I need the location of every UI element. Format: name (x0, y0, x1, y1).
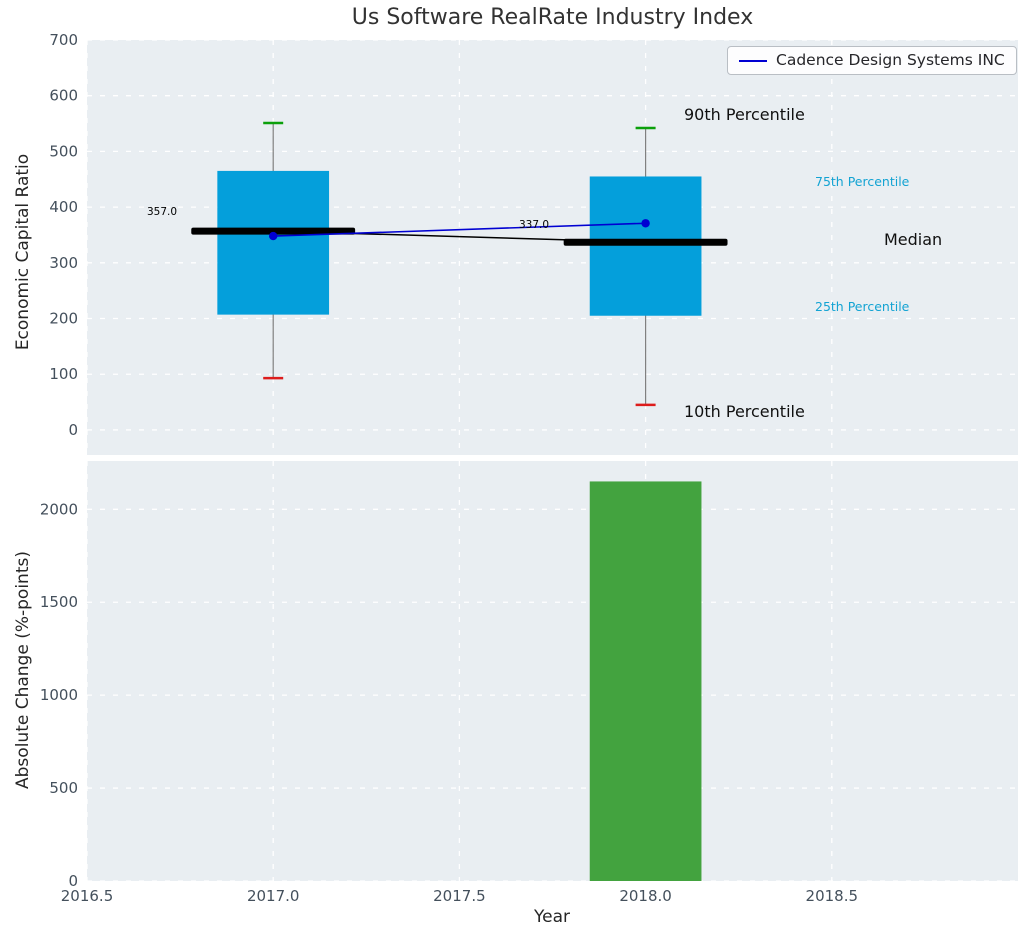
y-tick-label-top: 300 (49, 254, 78, 272)
legend: Cadence Design Systems INC (727, 46, 1017, 75)
x-tick-label: 2017.0 (247, 887, 300, 905)
legend-label: Cadence Design Systems INC (776, 50, 1005, 69)
y-tick-label-top: 500 (49, 142, 78, 160)
legend-line-sample (739, 59, 767, 62)
y-tick-label-bottom: 2000 (40, 500, 78, 518)
change-bar (589, 481, 702, 881)
company-point (641, 219, 650, 228)
x-axis-label: Year (534, 907, 570, 927)
y-tick-label-top: 200 (49, 310, 78, 328)
y-axis-label-top: Economic Capital Ratio (13, 153, 34, 351)
x-tick-label: 2018.5 (806, 887, 859, 905)
median-bar (191, 227, 356, 235)
y-tick-label-bottom: 1500 (40, 593, 78, 611)
x-tick-label: 2018.0 (619, 887, 672, 905)
median-value-label-2018: 337.0 (519, 219, 550, 231)
median-bar (563, 238, 728, 246)
bottom-plot-area (87, 461, 1018, 881)
y-tick-label-top: 600 (49, 87, 78, 105)
y-tick-label-top: 400 (49, 198, 78, 216)
y-axis-label-bottom: Absolute Change (%-points) (13, 551, 34, 789)
y-tick-label-top: 0 (68, 421, 78, 439)
annotation-median: Median (884, 230, 943, 249)
annotation-25th-percentile: 25th Percentile (815, 299, 910, 314)
company-line (273, 222, 646, 237)
y-tick-label-bottom: 1000 (40, 686, 78, 704)
y-tick-label-bottom: 0 (68, 872, 78, 890)
annotation-75th-percentile: 75th Percentile (815, 174, 910, 189)
y-tick-label-bottom: 500 (49, 779, 78, 797)
iqr-box (217, 170, 330, 315)
annotation-90th-percentile: 90th Percentile (684, 105, 805, 124)
iqr-box (589, 176, 702, 316)
chart-title: Us Software RealRate Industry Index (351, 5, 754, 30)
company-point (269, 231, 278, 241)
median-value-label-2017: 357.0 (147, 206, 178, 218)
x-tick-label: 2016.5 (61, 887, 114, 905)
annotation-10th-percentile: 10th Percentile (684, 402, 805, 421)
x-tick-label: 2017.5 (433, 887, 486, 905)
y-tick-label-top: 100 (49, 365, 78, 383)
y-tick-label-top: 700 (49, 31, 78, 49)
